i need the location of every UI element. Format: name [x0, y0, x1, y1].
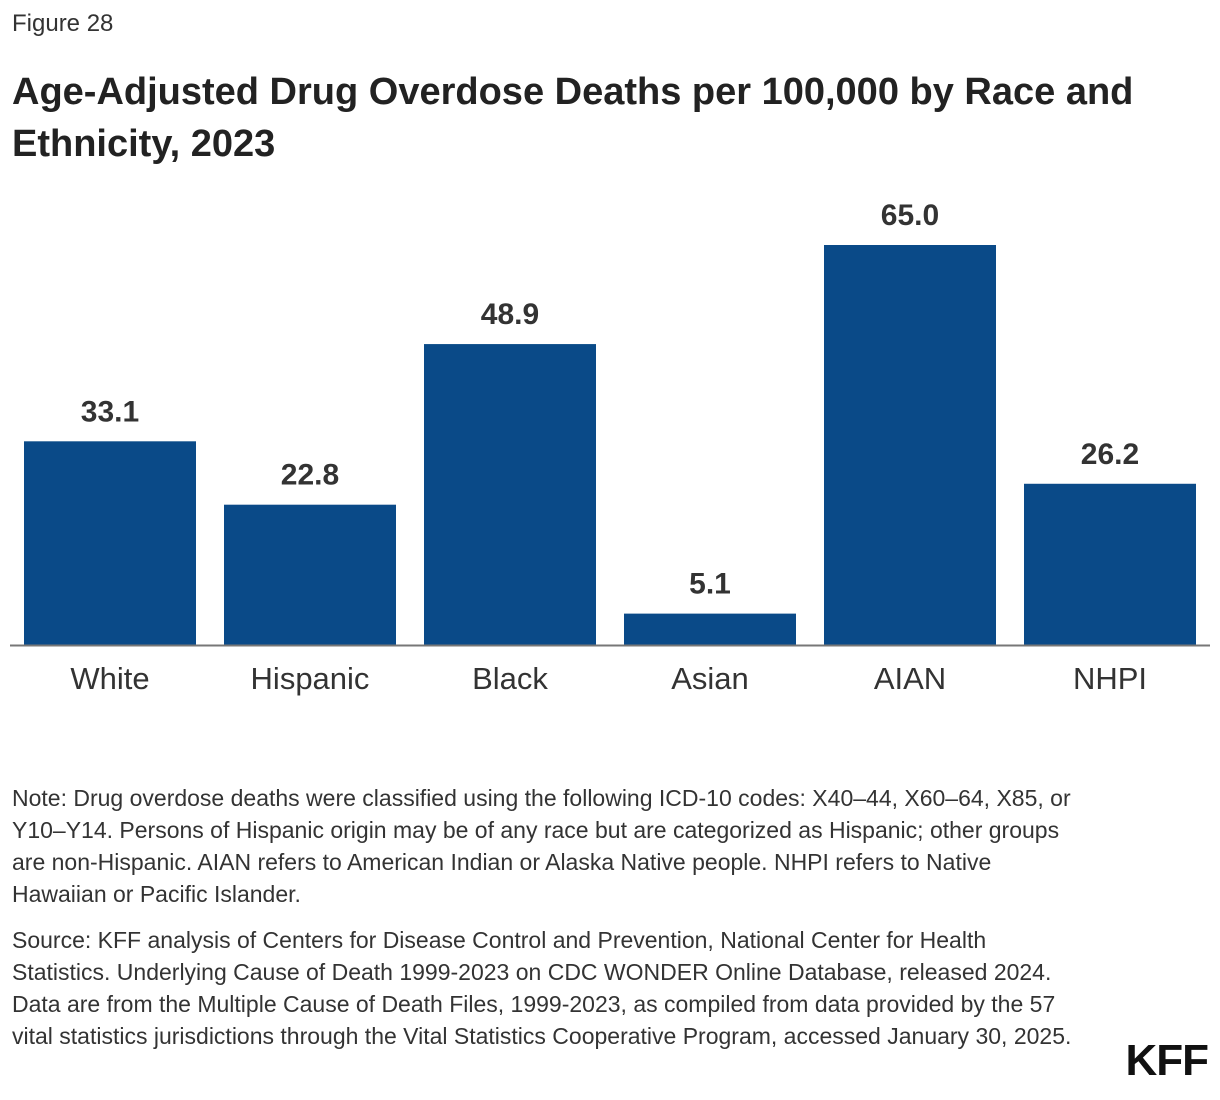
logo: KFF [1125, 1036, 1209, 1085]
bar [24, 441, 196, 645]
bar [1024, 483, 1196, 645]
data-label: 48.9 [481, 298, 539, 331]
bar [624, 613, 796, 645]
x-tick-label: Black [472, 661, 548, 696]
data-label: 33.1 [81, 395, 139, 428]
chart-title: Age-Adjusted Drug Overdose Deaths per 10… [12, 71, 1134, 165]
x-tick-label: NHPI [1073, 661, 1147, 696]
chart: 33.1 White 22.8 Hispanic 48.9 Black 5.1 Asian 65… [10, 199, 1210, 696]
bar [824, 245, 996, 645]
bar [224, 504, 396, 645]
bar [424, 344, 596, 645]
source: Source: KFF analysis of Centers for Dise… [12, 927, 1072, 1049]
x-tick-label: AIAN [874, 661, 946, 696]
data-label: 22.8 [281, 459, 339, 492]
figure-label: Figure 28 [12, 10, 114, 37]
data-label: 65.0 [881, 199, 939, 232]
x-tick-label: White [70, 661, 149, 696]
data-label: 26.2 [1081, 438, 1139, 471]
x-tick-label: Hispanic [251, 661, 370, 696]
note: Note: Drug overdose deaths were classifi… [12, 785, 1071, 907]
x-tick-label: Asian [671, 661, 749, 696]
data-label: 5.1 [689, 568, 731, 601]
